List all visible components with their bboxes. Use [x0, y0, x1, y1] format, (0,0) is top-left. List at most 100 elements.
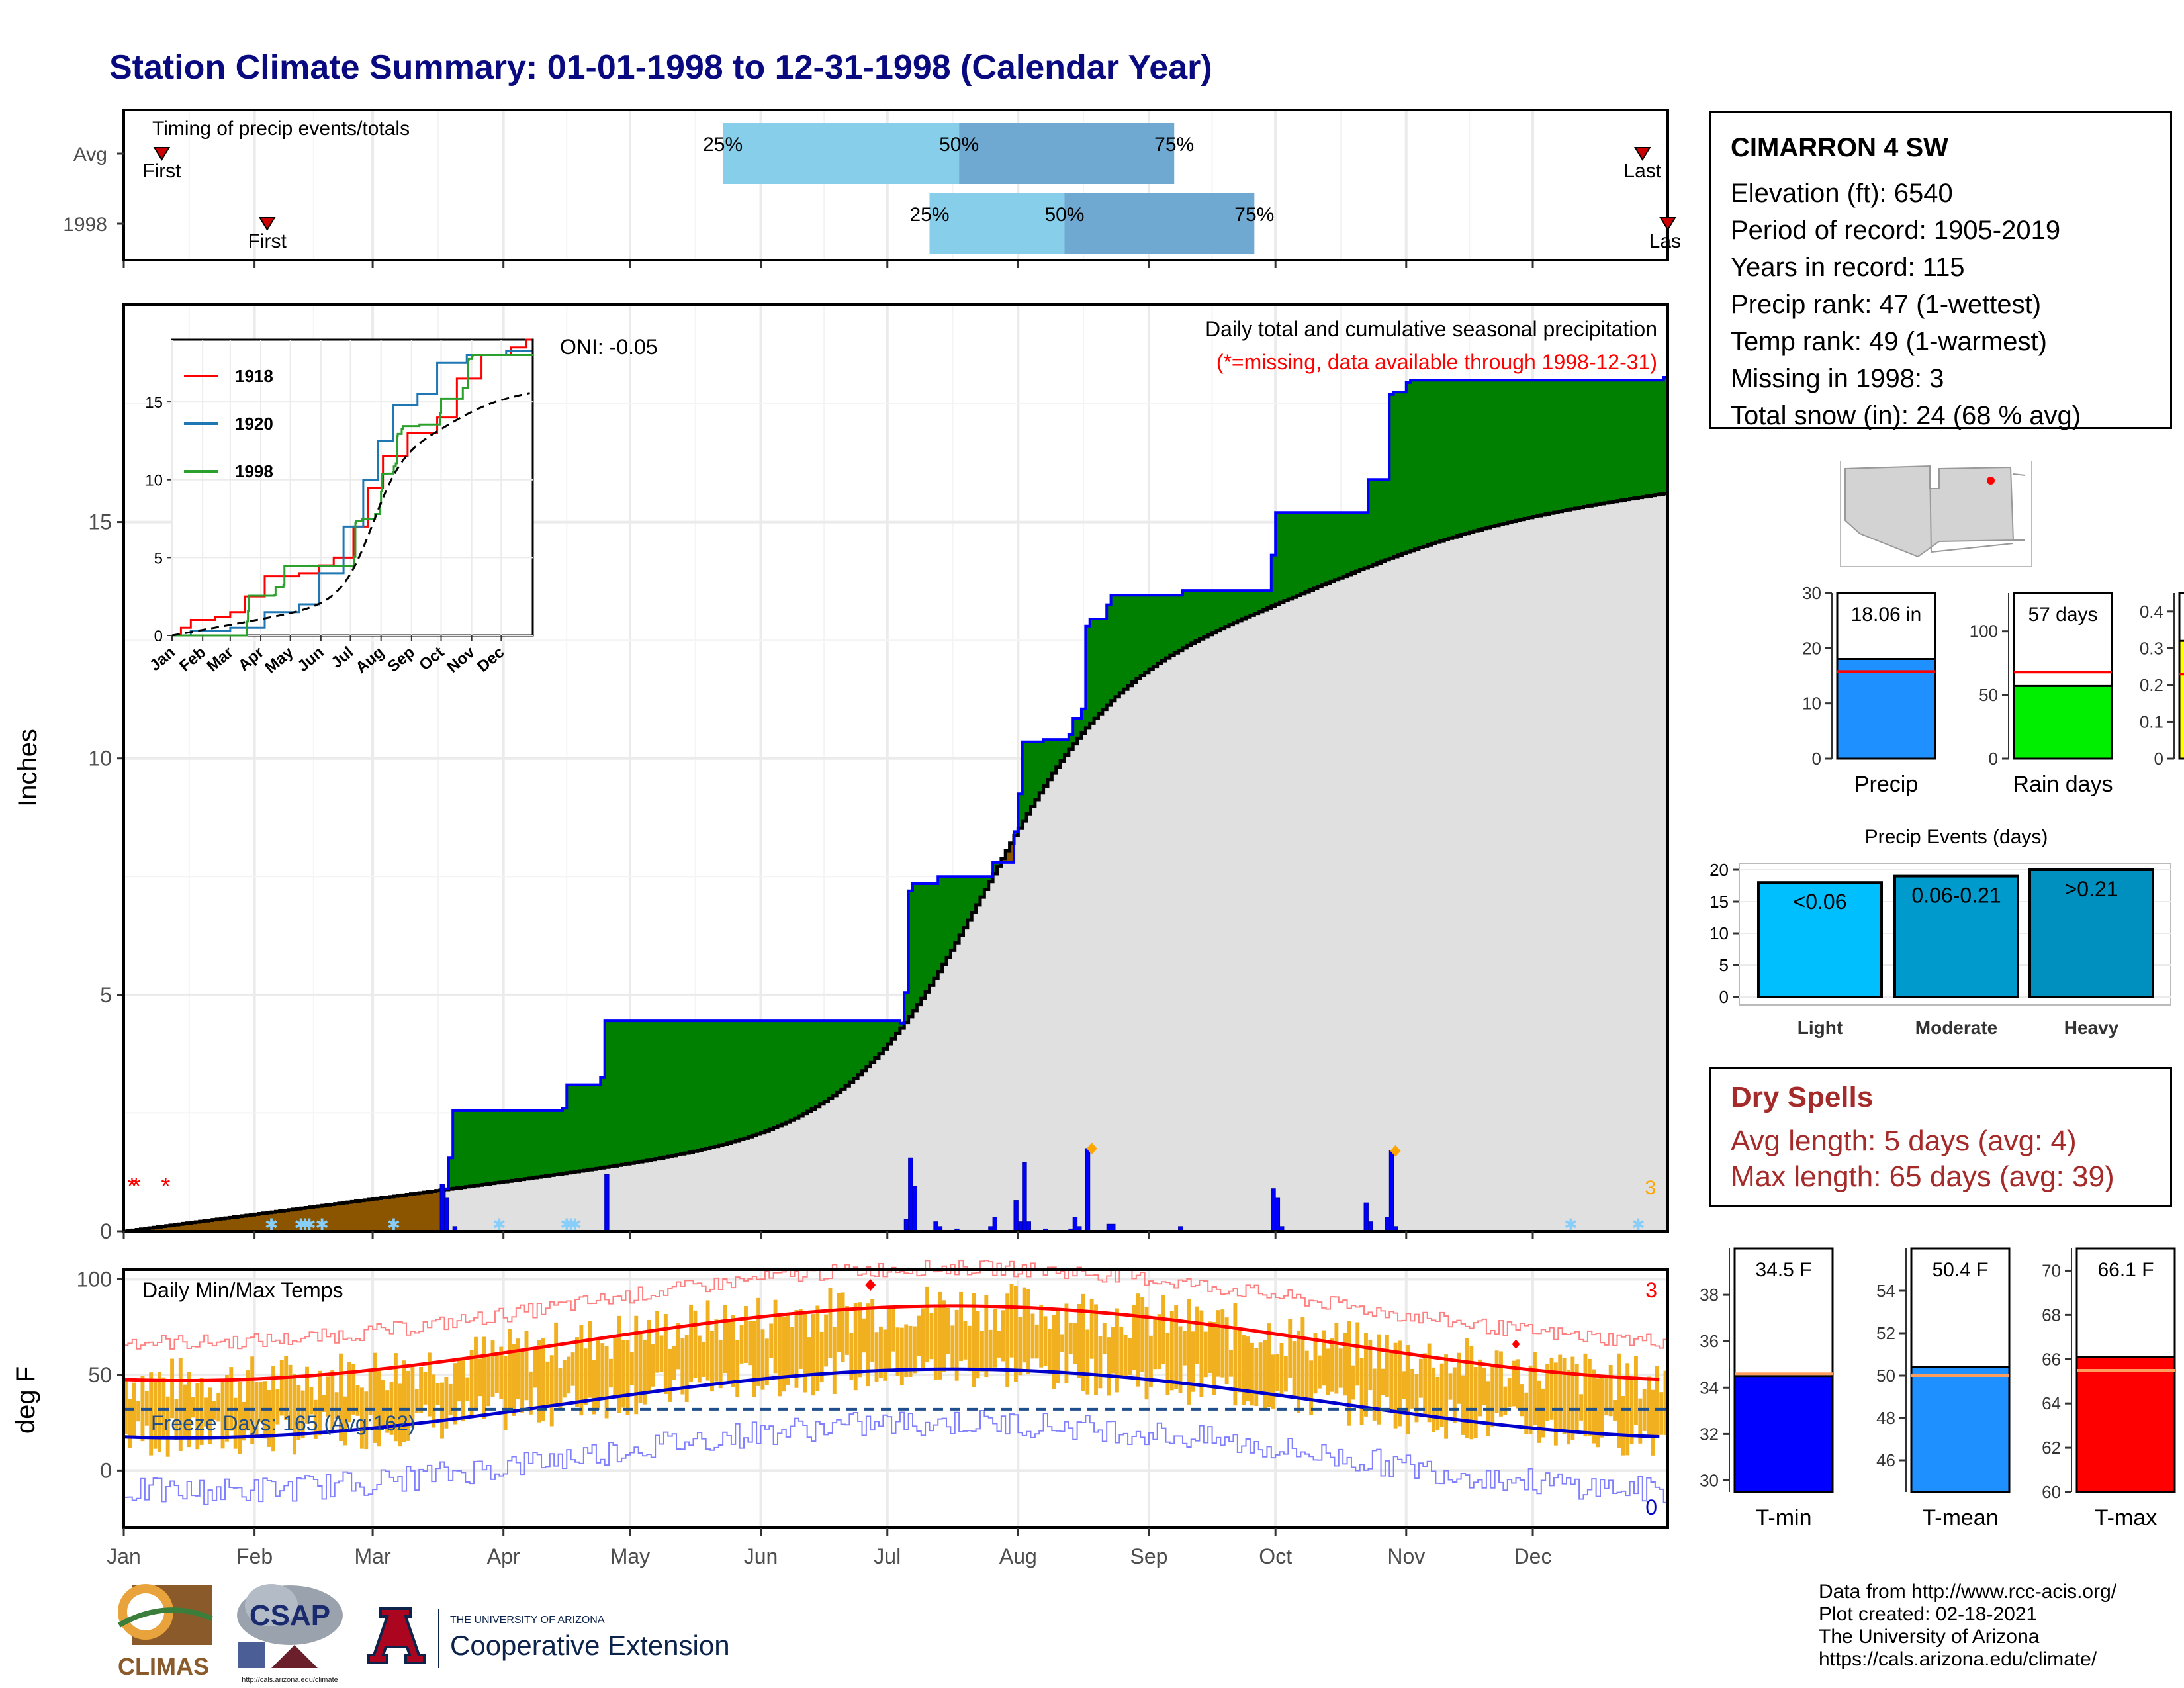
event-bar-light [1757, 881, 1883, 998]
daily-temp-bar [423, 1372, 428, 1405]
below-normal-slice [368, 1199, 373, 1231]
above-normal-slice [1094, 619, 1099, 719]
daily-temp-bar [1423, 1353, 1428, 1415]
above-normal-slice [1169, 595, 1175, 656]
normal-area-slice [684, 1152, 690, 1231]
daily-temp-bar [1107, 1337, 1111, 1396]
below-normal-slice [427, 1192, 432, 1231]
daily-temp-bar [453, 1363, 457, 1425]
normal-area-slice [1473, 531, 1479, 1231]
daily-temp-bar [461, 1357, 465, 1422]
daily-temp-bar [769, 1323, 774, 1358]
daily-temp-bar [486, 1355, 491, 1407]
daily-temp-bar [178, 1358, 183, 1451]
normal-area-slice [1398, 555, 1403, 1231]
above-normal-slice [567, 1084, 572, 1173]
normal-area-slice [858, 1074, 863, 1231]
daily-temp-bar [1022, 1287, 1026, 1363]
summary-bar-t2 [2075, 1356, 2176, 1493]
normal-area-slice [908, 1016, 913, 1231]
above-normal-slice [1330, 512, 1336, 582]
daily-temp-bar [136, 1401, 140, 1422]
summary-y-tick-label: 0.2 [2140, 675, 2163, 695]
daily-temp-bar [887, 1307, 891, 1369]
daily-temp-bar [334, 1392, 339, 1419]
above-normal-slice [512, 1110, 517, 1181]
normal-area-slice [1452, 537, 1457, 1231]
normal-area-slice [942, 964, 947, 1231]
events-y-tick-label: 20 [1709, 860, 1729, 880]
daily-temp-bar [1439, 1363, 1444, 1427]
timing-p50-label: 50% [1044, 204, 1084, 226]
above-normal-slice [1161, 595, 1167, 661]
daily-temp-bar [1191, 1331, 1195, 1392]
precip-y-tick-label: 0 [100, 1219, 112, 1243]
below-normal-slice [212, 1219, 217, 1231]
above-normal-slice [1077, 718, 1082, 739]
daily-precip-bar [903, 1219, 909, 1232]
daily-temp-bar [275, 1389, 280, 1425]
daily-temp-bar [1398, 1340, 1402, 1427]
normal-area-slice [1216, 630, 1221, 1231]
above-normal-slice [866, 1021, 871, 1067]
daily-temp-bar [1300, 1317, 1305, 1397]
daily-temp-bar [1220, 1309, 1225, 1378]
normal-area-slice [870, 1062, 876, 1231]
normal-area-slice [697, 1150, 702, 1231]
daily-temp-bar [1647, 1376, 1651, 1437]
summary-y-tick-label: 0 [1989, 749, 1998, 769]
normal-area-slice [1047, 779, 1052, 1231]
daily-temp-bar [697, 1335, 702, 1383]
below-normal-slice [161, 1226, 167, 1231]
above-normal-slice [1148, 595, 1154, 670]
daily-temp-bar [929, 1313, 934, 1360]
normal-area-slice [663, 1157, 668, 1231]
daily-temp-bar [862, 1318, 866, 1353]
daily-temp-bar [1541, 1388, 1545, 1438]
above-normal-slice [1651, 380, 1656, 496]
daily-temp-bar [567, 1356, 571, 1394]
above-normal-slice [786, 1021, 791, 1123]
daily-precip-bar [933, 1221, 938, 1232]
above-normal-slice [1617, 380, 1622, 501]
normal-area-slice [1359, 569, 1365, 1231]
normal-area-slice [705, 1148, 711, 1231]
below-normal-slice [1009, 843, 1015, 863]
above-normal-slice [533, 1110, 538, 1178]
daily-temp-bar [1655, 1366, 1659, 1437]
above-normal-slice [899, 1023, 905, 1029]
daily-temp-bar [710, 1331, 714, 1392]
event-bar-value-label: <0.06 [1794, 890, 1847, 914]
above-normal-slice [558, 1110, 563, 1174]
daily-temp-bar [482, 1336, 486, 1419]
precip-plot-frame [122, 303, 1669, 1233]
timing-last-label: Last [1623, 160, 1661, 182]
daily-temp-bar [1060, 1334, 1064, 1352]
daily-temp-bar [1528, 1365, 1533, 1434]
above-normal-slice [1642, 380, 1647, 497]
normal-area-slice [1465, 533, 1471, 1231]
events-y-tick-label: 0 [1719, 987, 1729, 1007]
above-normal-slice [815, 1021, 821, 1107]
above-normal-slice [453, 1110, 458, 1189]
above-normal-slice [950, 876, 956, 951]
normal-area-slice [739, 1139, 745, 1231]
daily-temp-bar [1094, 1304, 1098, 1395]
inset-legend-label: 1998 [235, 461, 273, 481]
above-normal-slice [1423, 380, 1428, 547]
normal-area-slice [954, 943, 960, 1231]
daily-temp-bar [224, 1374, 229, 1442]
above-normal-slice [1030, 741, 1036, 807]
normal-area-slice [1663, 493, 1668, 1231]
above-normal-slice [1520, 380, 1525, 520]
above-normal-slice [773, 1021, 778, 1128]
daily-temp-bar [815, 1305, 820, 1391]
normal-area-slice [680, 1154, 686, 1231]
normal-area-slice [1326, 583, 1331, 1231]
daily-temp-bar [1503, 1386, 1508, 1416]
above-normal-slice [735, 1021, 741, 1141]
event-category-label: Light [1797, 1017, 1843, 1038]
above-normal-slice [946, 876, 951, 958]
precip-title: Daily total and cumulative seasonal prec… [1205, 317, 1657, 341]
normal-area-slice [676, 1154, 682, 1231]
